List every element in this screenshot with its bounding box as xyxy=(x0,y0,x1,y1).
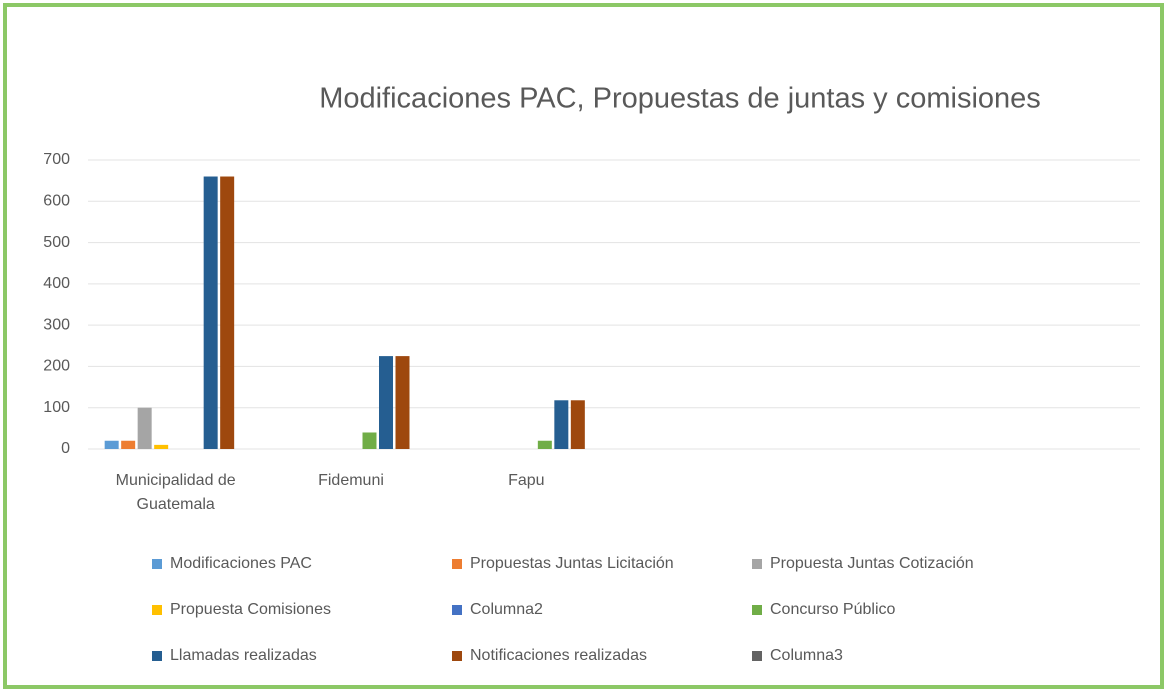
legend-label: Notificaciones realizadas xyxy=(470,647,647,664)
y-tick-label: 700 xyxy=(43,151,70,168)
y-tick-label: 500 xyxy=(43,234,70,251)
frame xyxy=(3,3,1164,689)
y-tick-label: 300 xyxy=(43,316,70,333)
bar xyxy=(554,400,569,449)
y-tick-label: 400 xyxy=(43,275,70,292)
bar xyxy=(379,356,393,449)
y-tick-label: 200 xyxy=(43,358,70,375)
y-tick-label: 100 xyxy=(43,399,70,416)
legend-label: Columna3 xyxy=(770,647,843,664)
legend-swatch xyxy=(152,605,162,615)
bar xyxy=(570,400,585,449)
bar xyxy=(121,440,136,449)
legend-swatch xyxy=(452,605,462,615)
bar xyxy=(137,407,152,449)
bar xyxy=(154,444,169,449)
x-tick-label: Fidemuni xyxy=(318,472,384,489)
bar xyxy=(395,356,410,449)
legend-swatch xyxy=(152,651,162,661)
bar xyxy=(203,176,218,449)
legend-swatch xyxy=(152,559,162,569)
legend-label: Llamadas realizadas xyxy=(170,647,317,664)
legend-swatch xyxy=(452,559,462,569)
bar xyxy=(220,176,235,449)
legend-swatch xyxy=(752,559,762,569)
legend-label: Modificaciones PAC xyxy=(170,555,312,572)
legend-label: Propuestas Juntas Licitación xyxy=(470,555,674,572)
legend-swatch xyxy=(752,651,762,661)
legend-label: Propuesta Juntas Cotización xyxy=(770,555,974,572)
legend-swatch xyxy=(752,605,762,615)
chart-title: Modificaciones PAC, Propuestas de juntas… xyxy=(319,83,1041,115)
y-tick-label: 0 xyxy=(61,440,70,457)
y-tick-label: 600 xyxy=(43,193,70,210)
legend-label: Columna2 xyxy=(470,601,543,618)
legend-swatch xyxy=(452,651,462,661)
legend-label: Concurso Público xyxy=(770,601,896,618)
bar xyxy=(362,432,377,449)
bar xyxy=(537,440,552,449)
x-tick-label: Fapu xyxy=(508,472,544,489)
legend-label: Propuesta Comisiones xyxy=(170,601,331,618)
bar xyxy=(104,440,119,449)
x-tick-label: Municipalidad de Guatemala xyxy=(116,472,236,513)
